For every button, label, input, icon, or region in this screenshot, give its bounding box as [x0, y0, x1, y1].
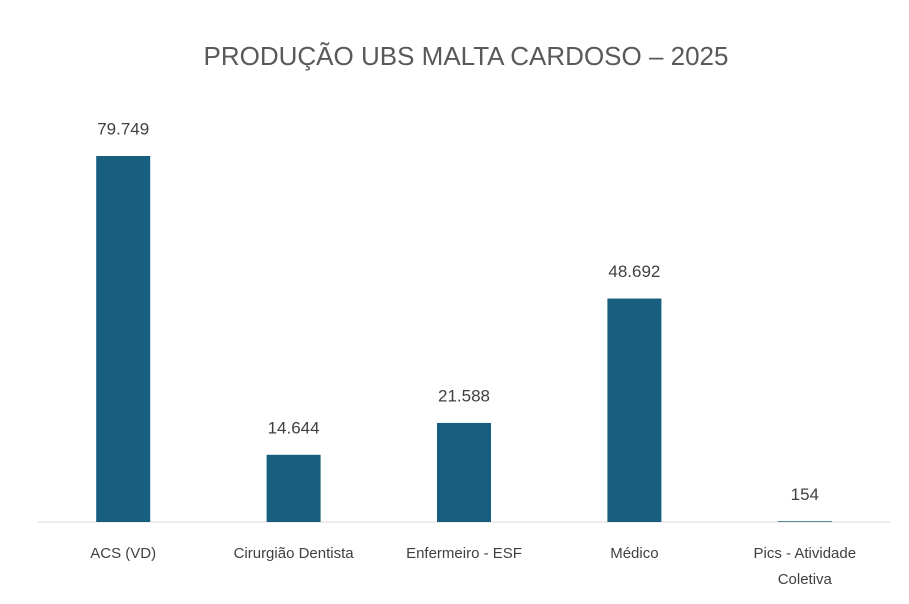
data-label: 14.644 — [268, 418, 320, 437]
bar — [777, 521, 832, 522]
data-label: 79.749 — [97, 119, 149, 138]
x-tick-label: Cirurgião Dentista — [233, 545, 354, 562]
x-tick-label: ACS (VD) — [90, 545, 157, 562]
data-label: 48.692 — [608, 262, 660, 281]
bar — [437, 422, 491, 522]
x-tick-label: Médico — [610, 545, 659, 562]
chart-title: PRODUÇÃO UBS MALTA CARDOSO – 2025 — [204, 41, 729, 71]
bar — [266, 454, 321, 522]
data-label: 21.588 — [438, 386, 490, 405]
x-tick-label: Enfermeiro - ESF — [406, 545, 522, 562]
data-label: 154 — [791, 485, 819, 504]
bar — [96, 156, 151, 522]
bar — [607, 298, 662, 522]
x-tick-label: Pics - Atividade Coletiva — [753, 545, 857, 588]
